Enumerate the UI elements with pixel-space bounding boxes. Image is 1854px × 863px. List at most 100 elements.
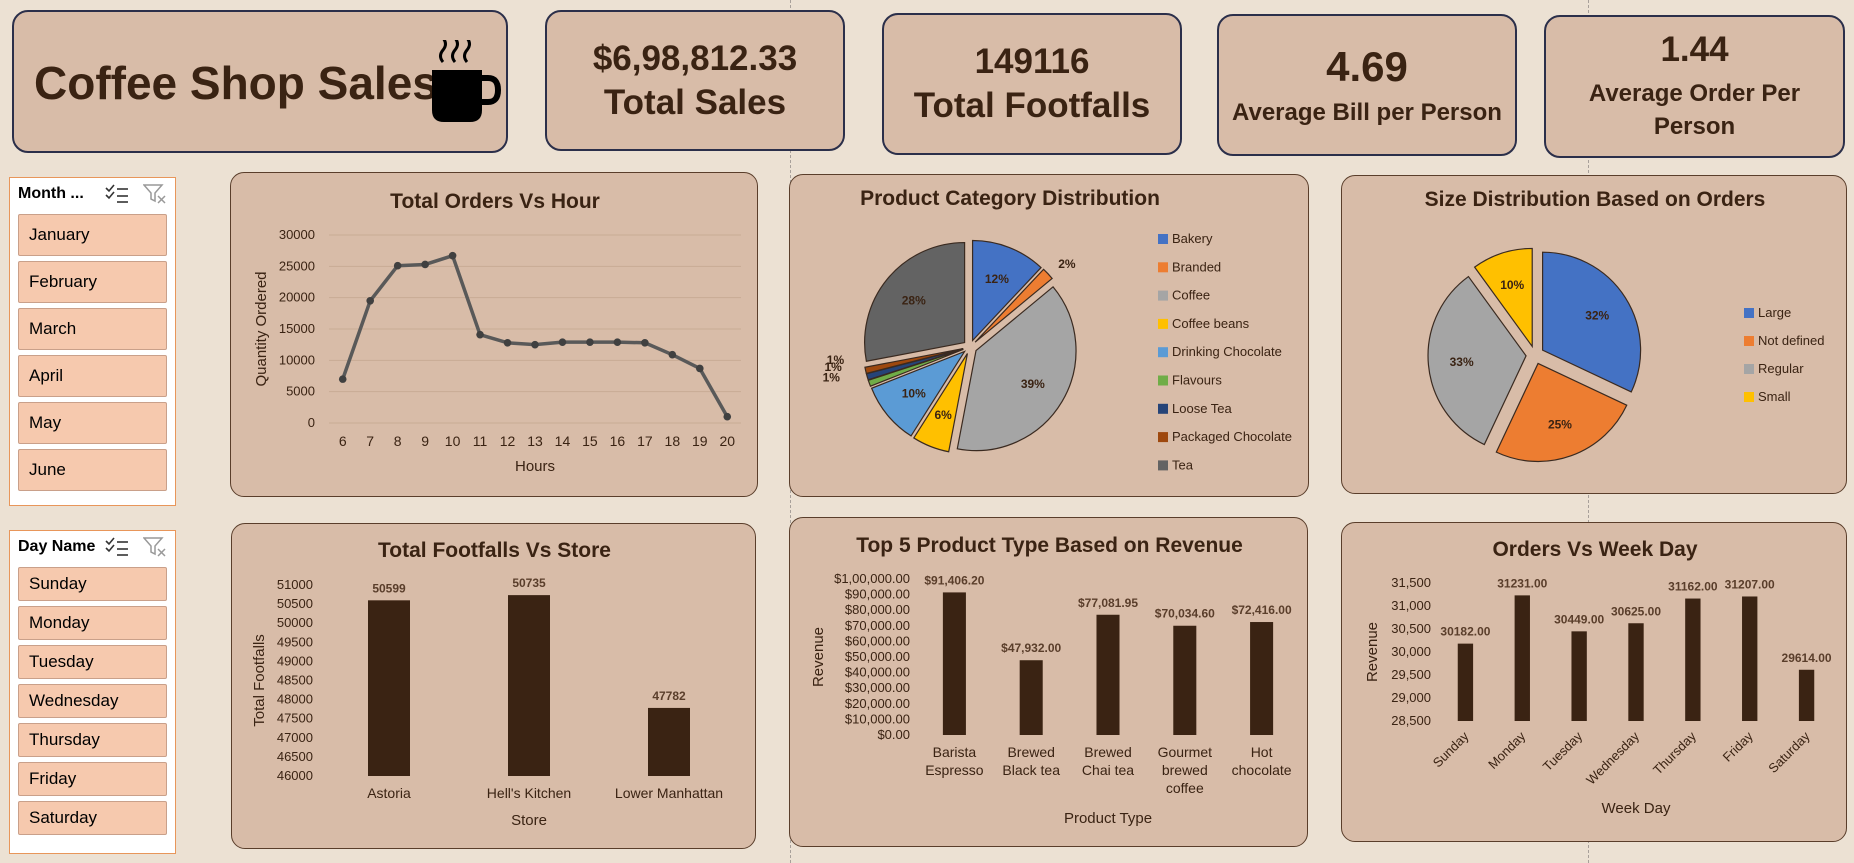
day-item-friday[interactable]: Friday xyxy=(18,762,167,796)
chart-title: Total Orders Vs Hour xyxy=(390,190,600,213)
x-tick-label: Lower Manhattan xyxy=(615,785,723,801)
x-tick-label: chocolate xyxy=(1232,762,1292,778)
y-tick-label: 50500 xyxy=(277,596,313,611)
page-title: Coffee Shop Sales xyxy=(34,57,438,109)
y-tick-label: 20000 xyxy=(279,290,315,305)
product-category-panel: Product Category Distribution 12% 2% 39% 6% 1… xyxy=(789,174,1309,497)
legend-label: Loose Tea xyxy=(1172,401,1233,416)
data-point xyxy=(613,338,622,346)
x-tick-label: 9 xyxy=(421,433,429,449)
data-label: 31207.00 xyxy=(1725,577,1775,591)
footfalls-vs-store-panel: Total Footfalls Vs Store 46000 46500 47000 4… xyxy=(231,523,756,849)
x-tick-label: Hot xyxy=(1251,744,1273,760)
clear-filter-icon[interactable] xyxy=(143,536,167,558)
bar xyxy=(1514,595,1530,721)
day-item-sunday[interactable]: Sunday xyxy=(18,567,167,601)
month-item-june[interactable]: June xyxy=(18,449,167,491)
y-tick-label: 25000 xyxy=(279,258,315,273)
bar xyxy=(1173,625,1197,735)
clear-filter-icon[interactable] xyxy=(143,183,167,205)
y-tick-label: $1,00,000.00 xyxy=(834,571,910,586)
kpi-average-order: 1.44 Average Order Per Person xyxy=(1544,15,1845,158)
data-point xyxy=(421,260,429,269)
month-item-may[interactable]: May xyxy=(18,402,167,444)
data-label: $47,932.00 xyxy=(1001,641,1061,655)
y-tick-label: $60,000.00 xyxy=(845,633,910,648)
day-item-thursday[interactable]: Thursday xyxy=(18,723,167,757)
slice-label: 10% xyxy=(902,387,926,401)
y-tick-label: 51000 xyxy=(277,577,313,592)
legend-label: Branded xyxy=(1172,259,1221,274)
x-tick-label: Saturday xyxy=(1765,728,1813,776)
orders-vs-weekday-panel: Orders Vs Week Day 28,500 29,000 29,500 30,0… xyxy=(1341,522,1847,842)
y-tick-label: 15000 xyxy=(279,321,315,336)
data-label: 31231.00 xyxy=(1497,576,1547,590)
y-tick-label: $90,000.00 xyxy=(845,587,910,602)
y-tick-label: 47500 xyxy=(277,711,313,726)
legend-swatch xyxy=(1744,336,1754,346)
top5-product-revenue-chart: Top 5 Product Type Based on Revenue $0.00… xyxy=(810,534,1292,827)
x-tick-label: Brewed xyxy=(1007,744,1054,760)
x-tick-label: 17 xyxy=(637,433,653,449)
data-label: $70,034.60 xyxy=(1155,607,1215,621)
orders-vs-hour-chart: Total Orders Vs Hour 0 5000 10000 15000 20000… xyxy=(253,190,741,475)
bar xyxy=(1250,622,1274,735)
pie-slice xyxy=(870,350,967,437)
day-item-monday[interactable]: Monday xyxy=(18,606,167,640)
slice-label: 2% xyxy=(1058,257,1076,271)
month-item-march[interactable]: March xyxy=(18,308,167,350)
y-tick-label: $50,000.00 xyxy=(845,649,910,664)
month-item-january[interactable]: January xyxy=(18,214,167,256)
chart-title: Product Category Distribution xyxy=(860,187,1160,210)
chart-title: Total Footfalls Vs Store xyxy=(378,539,611,562)
pie-slice xyxy=(864,241,966,362)
data-point xyxy=(503,338,512,347)
day-item-saturday[interactable]: Saturday xyxy=(18,801,167,835)
x-tick-label: Barista xyxy=(933,744,977,760)
month-item-april[interactable]: April xyxy=(18,355,167,397)
x-tick-label: 20 xyxy=(719,433,735,449)
x-tick-label: 15 xyxy=(582,433,598,449)
x-tick-label: 16 xyxy=(610,433,626,449)
data-label: 50599 xyxy=(372,581,406,595)
y-tick-label: 50000 xyxy=(277,615,313,630)
data-label: 47782 xyxy=(652,689,686,703)
pie-slice xyxy=(913,353,969,453)
month-item-february[interactable]: February xyxy=(18,261,167,303)
kpi-avg-bill-value: 4.69 xyxy=(1326,43,1408,90)
orders-vs-weekday-chart: Orders Vs Week Day 28,500 29,000 29,500 30,0… xyxy=(1364,538,1832,817)
day-item-wednesday[interactable]: Wednesday xyxy=(18,684,167,718)
y-tick-label: 30,000 xyxy=(1391,644,1431,659)
legend-swatch xyxy=(1158,460,1168,471)
bar xyxy=(1628,623,1644,721)
slice-label: 28% xyxy=(902,293,926,307)
y-axis-title: Total Footfalls xyxy=(251,634,268,727)
legend-label: Bakery xyxy=(1172,231,1213,246)
y-tick-label: 48000 xyxy=(277,692,313,707)
bar xyxy=(1742,596,1758,721)
multi-select-icon[interactable] xyxy=(105,537,129,557)
legend-swatch xyxy=(1158,403,1168,414)
pie-slice xyxy=(1473,247,1533,349)
x-axis-title: Product Type xyxy=(1064,810,1152,827)
month-slicer-header: Month ... xyxy=(10,178,175,210)
data-point xyxy=(531,340,539,349)
coffee-cup-icon xyxy=(432,40,501,122)
data-point xyxy=(586,338,594,346)
y-axis-title: Revenue xyxy=(1364,622,1381,682)
kpi-avg-bill-label: Average Bill per Person xyxy=(1232,99,1502,126)
y-tick-label: 31,000 xyxy=(1391,598,1431,613)
multi-select-icon[interactable] xyxy=(105,184,129,204)
x-tick-label: 6 xyxy=(339,433,347,449)
kpi-average-bill: 4.69 Average Bill per Person xyxy=(1217,14,1517,156)
data-point xyxy=(723,412,732,421)
chart-title: Size Distribution Based on Orders xyxy=(1425,188,1766,211)
legend-label: Coffee xyxy=(1172,288,1210,303)
legend-swatch xyxy=(1158,432,1168,443)
data-point xyxy=(476,330,484,339)
pie-slice xyxy=(1427,275,1527,446)
x-tick-label: Chai tea xyxy=(1082,762,1134,778)
bar xyxy=(1798,669,1815,721)
day-item-tuesday[interactable]: Tuesday xyxy=(18,645,167,679)
slice-label: 6% xyxy=(934,408,952,422)
